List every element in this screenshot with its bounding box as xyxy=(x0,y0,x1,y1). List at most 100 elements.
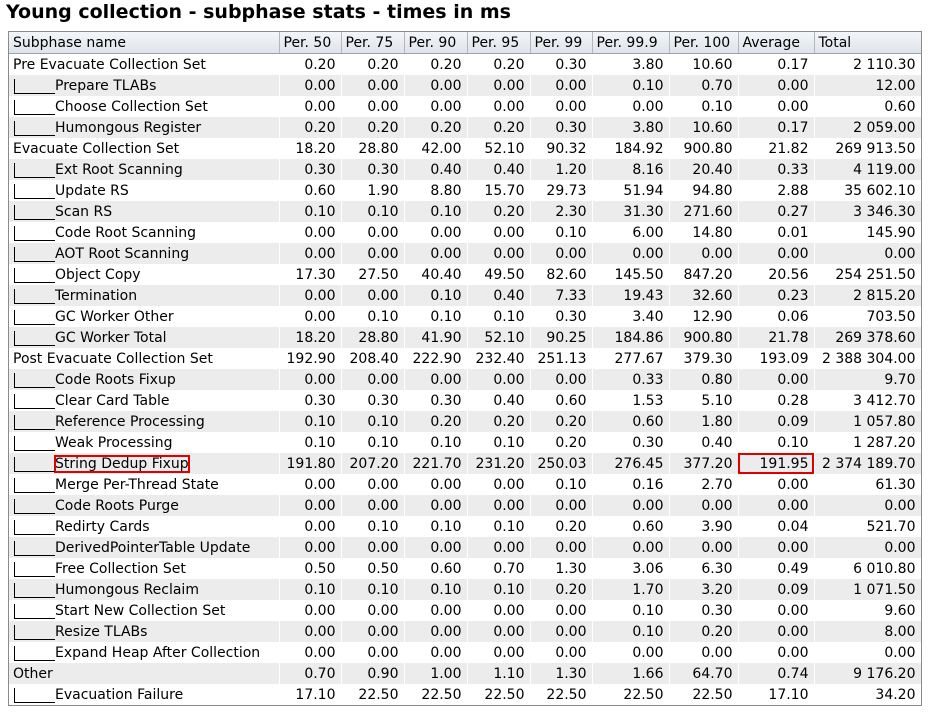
subphase-name-label: AOT Root Scanning xyxy=(55,245,190,262)
tree-connector-icon xyxy=(13,204,55,220)
value-cell-per-99-9: 22.50 xyxy=(592,684,670,705)
value-cell-per-95: 0.00 xyxy=(467,243,531,264)
value-cell-per-95: 0.20 xyxy=(467,411,531,432)
table-row[interactable]: Weak Processing 0.10 0.10 0.10 0.10 0.20 0.30 0… xyxy=(9,432,921,453)
tree-connector-icon xyxy=(13,288,55,304)
subphase-name-label: Code Root Scanning xyxy=(55,224,197,241)
table-row[interactable]: Evacuation Failure 17.10 22.50 22.50 22.50 22… xyxy=(9,684,921,705)
value-cell-per-50: 0.70 xyxy=(279,663,342,684)
subphase-name-label: Free Collection Set xyxy=(55,560,186,577)
value-cell-total: 269 378.60 xyxy=(814,327,921,348)
value-cell-per-90: 0.10 xyxy=(404,432,468,453)
tree-connector-icon xyxy=(13,498,55,514)
value-cell-total: 9.70 xyxy=(814,369,921,390)
table-row[interactable]: Start New Collection Set 0.00 0.00 0.00 0.00… xyxy=(9,600,921,621)
table-row[interactable]: DerivedPointerTable Update 0.00 0.00 0.00 0.… xyxy=(9,537,921,558)
column-header-average[interactable]: Average xyxy=(738,32,815,54)
value-cell-per-99-9: 145.50 xyxy=(592,264,670,285)
value-cell-per-75: 0.20 xyxy=(341,117,405,138)
table-row[interactable]: AOT Root Scanning 0.00 0.00 0.00 0.00 0.00 0.0… xyxy=(9,243,921,264)
value-cell-per-95: 15.70 xyxy=(467,180,531,201)
table-row[interactable]: Redirty Cards 0.00 0.10 0.10 0.10 0.20 0.60 3.9… xyxy=(9,516,921,537)
column-header-per-99-9[interactable]: Per. 99.9 xyxy=(592,32,670,54)
table-row[interactable]: GC Worker Total 18.20 28.80 41.90 52.10 90.25… xyxy=(9,327,921,348)
value-cell-per-90: 0.00 xyxy=(404,96,468,117)
value-cell-per-99: 90.25 xyxy=(530,327,593,348)
table-row[interactable]: Clear Card Table 0.30 0.30 0.30 0.40 0.60 1.53… xyxy=(9,390,921,411)
value-cell-total: 0.00 xyxy=(814,495,921,516)
table-row[interactable]: Reference Processing 0.10 0.10 0.20 0.20 0.20… xyxy=(9,411,921,432)
value-cell-per-50: 0.60 xyxy=(279,180,342,201)
column-header-per-95[interactable]: Per. 95 xyxy=(467,32,531,54)
tree-connector-icon xyxy=(13,435,55,451)
subphase-name-cell: Free Collection Set xyxy=(9,558,280,579)
value-cell-per-95: 0.00 xyxy=(467,537,531,558)
table-row[interactable]: Termination 0.00 0.00 0.10 0.40 7.33 19.43 32.6… xyxy=(9,285,921,306)
value-cell-per-50: 0.30 xyxy=(279,390,342,411)
table-row[interactable]: Prepare TLABs 0.00 0.00 0.00 0.00 0.00 0.10 0.7… xyxy=(9,75,921,96)
value-cell-per-95: 0.00 xyxy=(467,369,531,390)
value-cell-per-100: 0.00 xyxy=(669,243,739,264)
table-row[interactable]: Ext Root Scanning 0.30 0.30 0.40 0.40 1.20 8.1… xyxy=(9,159,921,180)
table-row[interactable]: Resize TLABs 0.00 0.00 0.00 0.00 0.00 0.10 0.20… xyxy=(9,621,921,642)
value-cell-per-95: 231.20 xyxy=(467,453,531,474)
table-row[interactable]: Code Roots Fixup 0.00 0.00 0.00 0.00 0.00 0.33… xyxy=(9,369,921,390)
table-row[interactable]: Evacuate Collection Set 18.20 28.80 42.00 52… xyxy=(9,138,921,159)
table-row[interactable]: Humongous Register 0.20 0.20 0.20 0.20 0.30 3.… xyxy=(9,117,921,138)
table-row[interactable]: Code Root Scanning 0.00 0.00 0.00 0.00 0.10 6.… xyxy=(9,222,921,243)
table-row[interactable]: Other 0.70 0.90 1.00 1.10 1.30 1.66 64.70 0.74 9 … xyxy=(9,663,921,684)
value-cell-per-90: 41.90 xyxy=(404,327,468,348)
tree-connector-icon xyxy=(13,561,55,577)
table-row[interactable]: String Dedup Fixup 191.80 207.20 221.70 231.… xyxy=(9,453,921,474)
column-header-total[interactable]: Total xyxy=(814,32,921,54)
value-cell-per-99: 90.32 xyxy=(530,138,593,159)
value-cell-per-75: 0.10 xyxy=(341,411,405,432)
value-cell-total: 703.50 xyxy=(814,306,921,327)
value-cell-per-50: 0.00 xyxy=(279,474,342,495)
table-row[interactable]: Post Evacuate Collection Set 192.90 208.40… xyxy=(9,348,921,369)
value-cell-per-75: 0.10 xyxy=(341,201,405,222)
tree-connector-icon xyxy=(13,456,55,472)
value-cell-per-90: 0.00 xyxy=(404,474,468,495)
value-cell-total: 269 913.50 xyxy=(814,138,921,159)
value-cell-per-100: 20.40 xyxy=(669,159,739,180)
subphase-name-label: Ext Root Scanning xyxy=(55,161,183,178)
value-cell-average: 17.10 xyxy=(738,684,815,705)
tree-connector-icon xyxy=(13,393,55,409)
value-cell-average: 0.00 xyxy=(738,96,815,117)
value-cell-per-100: 847.20 xyxy=(669,264,739,285)
value-cell-per-99-9: 0.00 xyxy=(592,243,670,264)
subphase-name-cell: Redirty Cards xyxy=(9,516,280,537)
subphase-name-cell: Pre Evacuate Collection Set xyxy=(9,53,280,75)
value-cell-per-99-9: 0.00 xyxy=(592,537,670,558)
value-cell-total: 2 110.30 xyxy=(814,53,921,75)
column-header-per-50[interactable]: Per. 50 xyxy=(279,32,342,54)
table-row[interactable]: Merge Per-Thread State 0.00 0.00 0.00 0.00 0.… xyxy=(9,474,921,495)
value-cell-per-99: 0.00 xyxy=(530,243,593,264)
table-row[interactable]: Scan RS 0.10 0.10 0.10 0.20 2.30 31.30 271.60 0.… xyxy=(9,201,921,222)
value-cell-per-100: 0.70 xyxy=(669,75,739,96)
tree-connector-icon xyxy=(13,603,55,619)
column-header-per-90[interactable]: Per. 90 xyxy=(404,32,468,54)
subphase-name-cell: AOT Root Scanning xyxy=(9,243,280,264)
table-row[interactable]: GC Worker Other 0.00 0.10 0.10 0.10 0.30 3.40 1… xyxy=(9,306,921,327)
table-row[interactable]: Free Collection Set 0.50 0.50 0.60 0.70 1.30 3… xyxy=(9,558,921,579)
table-row[interactable]: Code Roots Purge 0.00 0.00 0.00 0.00 0.00 0.00… xyxy=(9,495,921,516)
value-cell-total: 0.00 xyxy=(814,537,921,558)
value-cell-per-100: 0.00 xyxy=(669,495,739,516)
table-row[interactable]: Update RS 0.60 1.90 8.80 15.70 29.73 51.94 94.8… xyxy=(9,180,921,201)
value-cell-per-99: 0.20 xyxy=(530,579,593,600)
value-cell-per-75: 0.00 xyxy=(341,243,405,264)
table-row[interactable]: Object Copy 17.30 27.50 40.40 49.50 82.60 145.… xyxy=(9,264,921,285)
column-header-subphase-name[interactable]: Subphase name xyxy=(9,32,280,54)
value-cell-total: 3 412.70 xyxy=(814,390,921,411)
table-row[interactable]: Pre Evacuate Collection Set 0.20 0.20 0.20 0… xyxy=(9,53,921,75)
column-header-per-75[interactable]: Per. 75 xyxy=(341,32,405,54)
table-row[interactable]: Expand Heap After Collection 0.00 0.00 0.00… xyxy=(9,642,921,663)
subphase-stats-table[interactable]: Subphase name Per. 50 Per. 75 Per. 90 Pe… xyxy=(8,31,922,706)
column-header-per-100[interactable]: Per. 100 xyxy=(669,32,739,54)
table-row[interactable]: Humongous Reclaim 0.10 0.10 0.10 0.10 0.20 1.7… xyxy=(9,579,921,600)
value-cell-per-50: 0.00 xyxy=(279,369,342,390)
column-header-per-99[interactable]: Per. 99 xyxy=(530,32,593,54)
table-row[interactable]: Choose Collection Set 0.00 0.00 0.00 0.00 0.0… xyxy=(9,96,921,117)
